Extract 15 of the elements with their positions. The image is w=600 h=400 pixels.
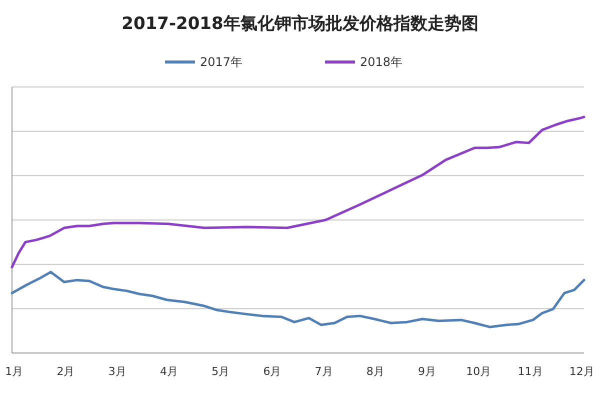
x-tick-label: 1月 bbox=[5, 365, 24, 378]
x-tick-label: 9月 bbox=[418, 365, 436, 378]
x-tick-label: 10月 bbox=[466, 365, 492, 378]
x-tick-label: 3月 bbox=[108, 365, 126, 378]
legend-label: 2017年 bbox=[200, 55, 243, 69]
x-tick-label: 6月 bbox=[263, 365, 282, 378]
x-tick-label: 11月 bbox=[518, 365, 543, 378]
legend-label: 2018年 bbox=[360, 55, 403, 69]
x-tick-label: 2月 bbox=[56, 365, 75, 378]
x-tick-label: 5月 bbox=[212, 365, 230, 378]
x-tick-label: 12月 bbox=[569, 365, 594, 378]
x-tick-label: 8月 bbox=[366, 365, 384, 378]
x-tick-label: 7月 bbox=[314, 365, 333, 378]
chart-title: 2017-2018年氯化钾市场批发价格指数走势图 bbox=[122, 14, 478, 34]
x-tick-label: 4月 bbox=[160, 365, 178, 378]
